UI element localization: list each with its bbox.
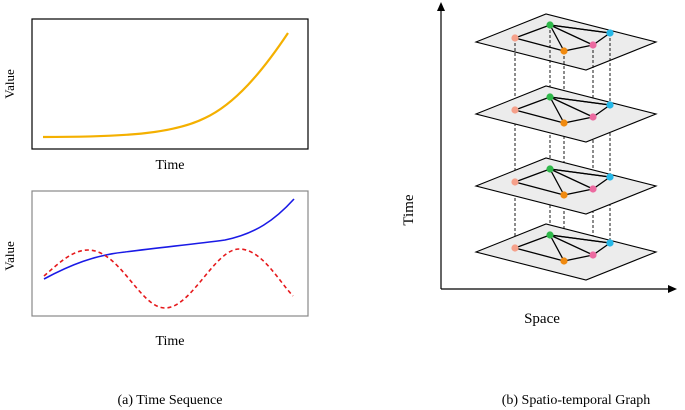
space-axis-label: Space	[524, 311, 560, 327]
graph-edge	[514, 247, 565, 262]
graph-edge	[549, 96, 611, 106]
graph-node	[511, 178, 519, 186]
graph-node	[560, 257, 568, 265]
graph-edge	[514, 109, 565, 124]
graph-edge	[549, 234, 594, 256]
graph-edge	[549, 24, 594, 46]
graph-node	[606, 29, 614, 37]
layer-graph	[511, 165, 614, 199]
bottom-chart-y-label: Value	[2, 241, 17, 271]
graph-edge	[549, 168, 594, 190]
graph-edge	[563, 254, 594, 262]
graph-edge	[563, 188, 594, 196]
bottom-chart-dashed-line	[43, 248, 294, 309]
layer-plane	[474, 85, 658, 143]
layer-plane	[474, 13, 658, 71]
graph-node	[589, 251, 597, 259]
time-axis-arrow-icon	[437, 2, 445, 11]
top-chart: Time Value	[2, 18, 309, 173]
graph-edge	[563, 116, 594, 124]
bottom-chart-frame	[31, 190, 309, 317]
graph-edge	[563, 44, 594, 52]
graph-edge	[514, 168, 551, 183]
graph-edge	[549, 168, 565, 196]
graph-layer	[474, 157, 658, 215]
graph-node	[511, 244, 519, 252]
caption-b: (b) Spatio-temporal Graph	[502, 393, 651, 408]
spatio-temporal-panel: Time Space (b) Spatio-temporal Graph	[401, 2, 677, 408]
graph-node	[560, 47, 568, 55]
caption-a: (a) Time Sequence	[118, 393, 223, 408]
bottom-chart-x-label: Time	[155, 334, 184, 349]
graph-node	[606, 173, 614, 181]
graph-layer	[474, 223, 658, 281]
graph-edge	[514, 234, 551, 249]
graph-node	[589, 185, 597, 193]
graph-node	[546, 231, 554, 239]
graph-node	[546, 21, 554, 29]
graph-edge	[514, 24, 551, 39]
graph-node	[589, 41, 597, 49]
top-chart-frame	[31, 18, 309, 150]
graph-node	[511, 106, 519, 114]
graph-edge	[549, 234, 565, 262]
graph-layer	[474, 85, 658, 143]
axes	[437, 2, 677, 293]
graph-node	[606, 239, 614, 247]
time-axis-label: Time	[401, 194, 417, 225]
graph-edge	[549, 168, 611, 178]
bottom-chart-solid-line	[43, 198, 295, 280]
graph-layers	[474, 13, 658, 281]
layer-graph	[511, 231, 614, 265]
graph-edge	[514, 96, 551, 111]
layer-graph	[511, 93, 614, 127]
graph-node	[511, 34, 519, 42]
layer-graph	[511, 21, 614, 55]
graph-edge	[514, 37, 565, 52]
top-chart-x-label: Time	[155, 158, 184, 173]
graph-node	[546, 165, 554, 173]
graph-edge	[549, 96, 594, 118]
graph-node	[546, 93, 554, 101]
graph-node	[560, 119, 568, 127]
time-sequence-panel: Time Value Time Value (a) Time Sequence	[2, 18, 309, 408]
layer-plane	[474, 157, 658, 215]
top-chart-y-label: Value	[2, 69, 17, 99]
graph-layer	[474, 13, 658, 71]
graph-node	[606, 101, 614, 109]
space-axis-arrow-icon	[668, 285, 677, 293]
graph-edge	[549, 234, 611, 244]
top-chart-exponential-line	[42, 32, 289, 139]
graph-edge	[549, 24, 565, 52]
graph-edge	[549, 24, 611, 34]
graph-edge	[549, 96, 565, 124]
graph-node	[560, 191, 568, 199]
graph-edge	[514, 181, 565, 196]
graph-node	[589, 113, 597, 121]
layer-plane	[474, 223, 658, 281]
bottom-chart: Time Value	[2, 190, 309, 349]
